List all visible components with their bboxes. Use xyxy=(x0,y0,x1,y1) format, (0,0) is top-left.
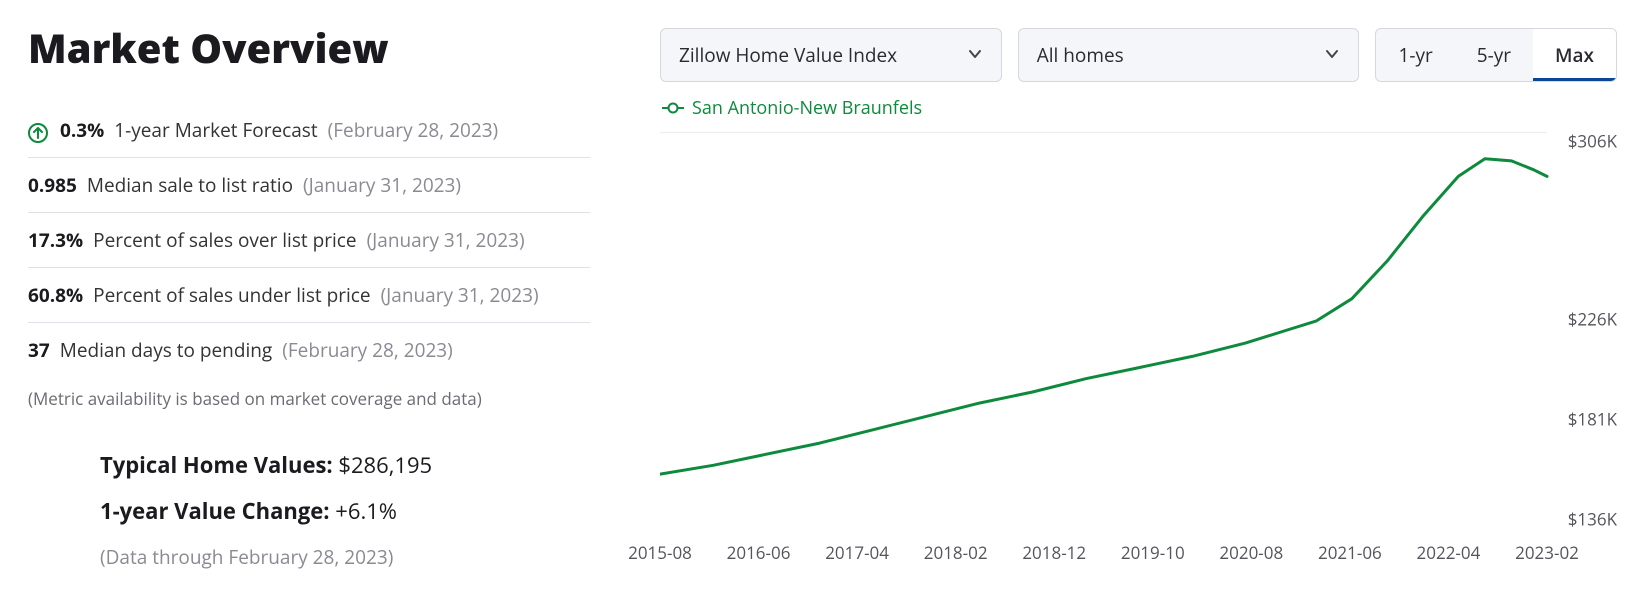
metric-row: 60.8% Percent of sales under list price (J… xyxy=(28,268,590,323)
x-axis-tick-label: 2021-06 xyxy=(1318,541,1382,564)
metric-date: (February 28, 2023) xyxy=(282,337,453,363)
y-axis-tick-label: $226K xyxy=(1568,307,1617,330)
metric-date: (February 28, 2023) xyxy=(328,117,499,143)
legend-line-icon xyxy=(662,103,684,113)
chevron-down-icon xyxy=(1324,42,1340,68)
chart-svg xyxy=(660,124,1617,564)
time-range-tab-1-yr[interactable]: 1-yr xyxy=(1376,29,1454,81)
x-axis-tick-label: 2019-10 xyxy=(1121,541,1185,564)
typical-home-values: Typical Home Values: $286,195 xyxy=(100,450,590,480)
data-through-note: (Data through February 28, 2023) xyxy=(100,544,590,570)
metric-date: (January 31, 2023) xyxy=(367,227,525,253)
legend-series-name: San Antonio-New Braunfels xyxy=(692,96,922,120)
metric-value: 17.3% xyxy=(28,227,83,253)
y-axis-tick-label: $181K xyxy=(1568,407,1617,430)
metric-value: 0.985 xyxy=(28,172,77,198)
home-type-select[interactable]: All homes xyxy=(1018,28,1360,82)
one-year-value-change: 1-year Value Change: +6.1% xyxy=(100,496,590,526)
metric-date: (January 31, 2023) xyxy=(303,172,461,198)
metric-value: 0.3% xyxy=(60,117,104,143)
typical-home-values-value: $286,195 xyxy=(338,450,432,480)
chart-legend: San Antonio-New Braunfels xyxy=(662,96,1617,120)
x-axis-tick-label: 2020-08 xyxy=(1219,541,1283,564)
metric-row: 0.3% 1-year Market Forecast (February 28, … xyxy=(28,103,590,158)
x-axis-tick-label: 2015-08 xyxy=(628,541,692,564)
time-range-tab-max[interactable]: Max xyxy=(1533,29,1616,81)
x-axis-tick-label: 2017-04 xyxy=(825,541,889,564)
metric-row: 37 Median days to pending (February 28, 20… xyxy=(28,323,590,377)
metrics-footnote: (Metric availability is based on market … xyxy=(28,377,590,410)
value-index-select[interactable]: Zillow Home Value Index xyxy=(660,28,1002,82)
x-axis-tick-label: 2023-02 xyxy=(1515,541,1579,564)
time-range-tab-5-yr[interactable]: 5-yr xyxy=(1455,29,1533,81)
time-range-tabs: 1-yr5-yrMax xyxy=(1375,28,1617,82)
y-axis-tick-label: $136K xyxy=(1568,507,1617,530)
arrow-up-icon xyxy=(28,123,48,143)
metric-label: Median sale to list ratio xyxy=(87,172,293,198)
x-axis-tick-label: 2022-04 xyxy=(1417,541,1481,564)
x-axis-tick-label: 2018-12 xyxy=(1022,541,1086,564)
metric-label: Median days to pending xyxy=(60,337,273,363)
value-index-select-label: Zillow Home Value Index xyxy=(679,42,897,68)
chevron-down-icon xyxy=(967,42,983,68)
metric-row: 17.3% Percent of sales over list price (Ja… xyxy=(28,213,590,268)
metric-label: Percent of sales under list price xyxy=(93,282,370,308)
metric-row: 0.985 Median sale to list ratio (January 3… xyxy=(28,158,590,213)
chart-controls: Zillow Home Value Index All homes 1-yr5-… xyxy=(660,28,1617,82)
home-type-select-label: All homes xyxy=(1037,42,1124,68)
metric-date: (January 31, 2023) xyxy=(381,282,539,308)
x-axis-tick-label: 2016-06 xyxy=(727,541,791,564)
page-title: Market Overview xyxy=(28,20,590,75)
x-axis-tick-label: 2018-02 xyxy=(924,541,988,564)
one-year-value-change-label: 1-year Value Change: xyxy=(100,496,330,526)
one-year-value-change-value: +6.1% xyxy=(335,496,397,526)
typical-home-values-label: Typical Home Values: xyxy=(100,450,333,480)
y-axis-tick-label: $306K xyxy=(1568,129,1617,152)
summary-block: Typical Home Values: $286,195 1-year Val… xyxy=(28,410,590,570)
home-value-chart: $136K$181K$226K$306K2015-082016-062017-0… xyxy=(660,124,1617,564)
metric-value: 60.8% xyxy=(28,282,83,308)
metric-label: 1-year Market Forecast xyxy=(114,117,317,143)
chart-series-line xyxy=(660,159,1547,475)
metric-label: Percent of sales over list price xyxy=(93,227,356,253)
metrics-list: 0.3% 1-year Market Forecast (February 28, … xyxy=(28,103,590,377)
metric-value: 37 xyxy=(28,337,50,363)
